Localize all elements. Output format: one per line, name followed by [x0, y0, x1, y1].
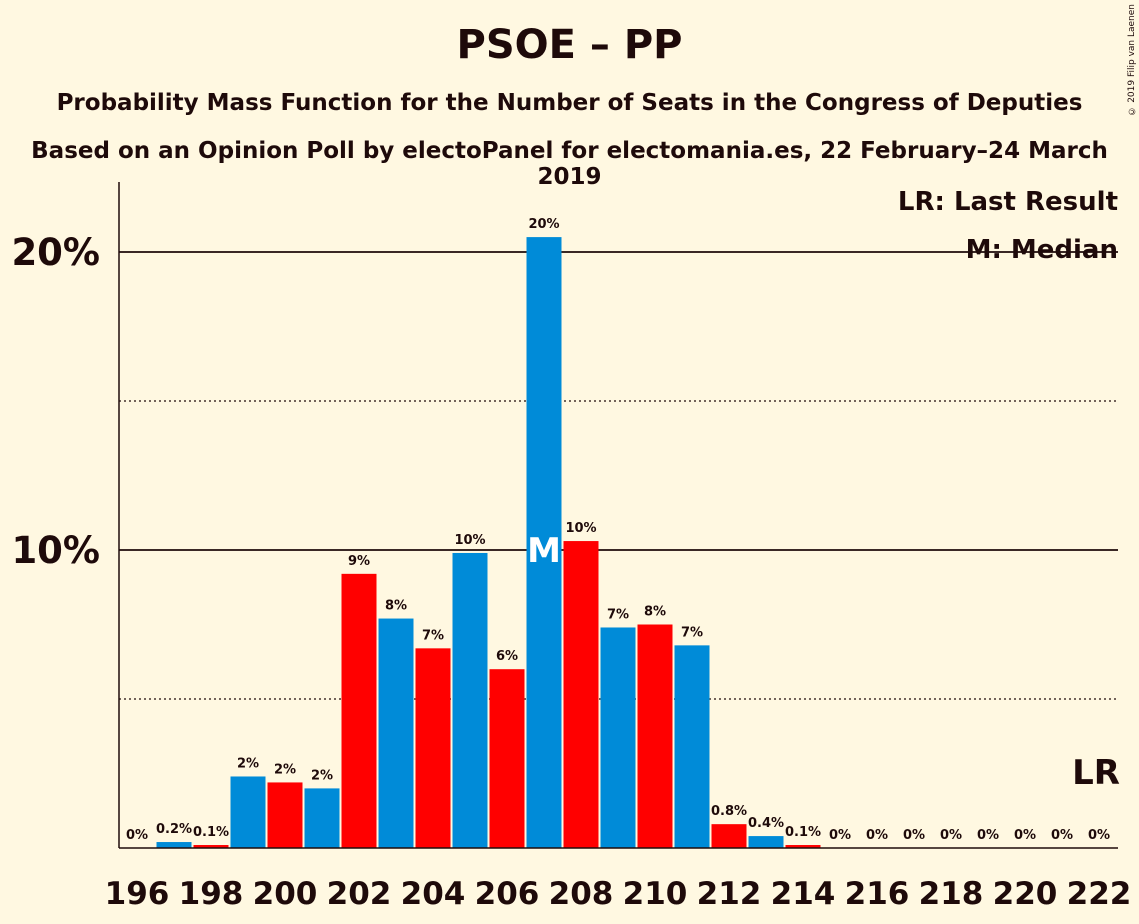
bar-label-218: 0% — [940, 828, 962, 843]
x-tick-label-206: 206 — [475, 876, 540, 912]
bar-label-201: 2% — [311, 768, 333, 783]
bar-198 — [193, 845, 229, 848]
bar-200 — [267, 782, 303, 848]
x-tick-label-210: 210 — [623, 876, 688, 912]
bar-209 — [600, 627, 636, 848]
bars — [156, 237, 821, 849]
bar-label-213: 0.4% — [748, 816, 784, 831]
x-tick-label-214: 214 — [771, 876, 836, 912]
y-tick-label-10: 10% — [11, 529, 100, 572]
bar-label-203: 8% — [385, 599, 407, 614]
bar-label-198: 0.1% — [193, 825, 229, 840]
bar-208 — [563, 541, 599, 848]
bar-213 — [748, 836, 784, 848]
bar-label-217: 0% — [903, 828, 925, 843]
bar-label-212: 0.8% — [711, 804, 747, 819]
x-tick-label-204: 204 — [401, 876, 466, 912]
legend: LR: Last Result M: Median — [898, 187, 1118, 265]
legend-median: M: Median — [966, 235, 1118, 265]
bar-205 — [452, 552, 488, 848]
bar-label-208: 10% — [565, 521, 596, 536]
x-tick-label-222: 222 — [1067, 876, 1132, 912]
bar-labels: 0% 0.2% 0.1%2% 2% 2%9%8%7%10%6%20%10%7% 8%7%0… — [126, 217, 1120, 843]
bar-label-202: 9% — [348, 554, 370, 569]
bar-label-204: 7% — [422, 628, 444, 643]
bar-202 — [341, 573, 377, 848]
bar-203 — [378, 618, 414, 848]
bar-214 — [785, 845, 821, 848]
x-tick-label-216: 216 — [845, 876, 910, 912]
bar-201 — [304, 788, 340, 848]
bar-199 — [230, 776, 266, 848]
bar-212 — [711, 824, 747, 848]
x-tick-label-208: 208 — [549, 876, 614, 912]
bar-207 — [526, 237, 562, 849]
bar-label-206: 6% — [496, 649, 518, 664]
last-result-marker: LR — [1072, 753, 1120, 793]
x-tick-label-220: 220 — [993, 876, 1058, 912]
chart-subtitle: Probability Mass Function for the Number… — [56, 90, 1083, 116]
x-tick-label-202: 202 — [327, 876, 392, 912]
axes — [118, 182, 1118, 849]
bar-label-207: 20% — [528, 217, 559, 232]
bar-label-196: 0% — [126, 828, 148, 843]
median-marker: M — [527, 531, 561, 571]
grid-lines — [119, 251, 1118, 700]
bar-label-199: 2% — [237, 756, 259, 771]
x-tick-label-218: 218 — [919, 876, 984, 912]
chart-source: Based on an Opinion Poll by electoPanel … — [31, 138, 1108, 190]
x-tick-label-212: 212 — [697, 876, 762, 912]
x-tick-label-200: 200 — [253, 876, 318, 912]
bar-label-211: 7% — [681, 625, 703, 640]
bar-206 — [489, 669, 525, 848]
bar-204 — [415, 648, 451, 848]
bar-label-214: 0.1% — [785, 825, 821, 840]
bar-label-221: 0% — [1051, 828, 1073, 843]
tick-labels: 196 198 200 202 204 206 208 210 212 214 216 218 220 2… — [11, 231, 1131, 912]
bar-label-205: 10% — [454, 533, 485, 548]
bar-label-197: 0.2% — [156, 822, 192, 837]
bar-label-215: 0% — [829, 828, 851, 843]
bar-210 — [637, 624, 673, 848]
bar-label-210: 8% — [644, 605, 666, 620]
bar-label-200: 2% — [274, 762, 296, 777]
bar-label-219: 0% — [977, 828, 999, 843]
bar-label-209: 7% — [607, 607, 629, 622]
bar-label-220: 0% — [1014, 828, 1036, 843]
legend-last-result: LR: Last Result — [898, 187, 1118, 217]
bar-label-222: 0% — [1088, 828, 1110, 843]
y-tick-label-20: 20% — [11, 231, 100, 274]
bar-label-216: 0% — [866, 828, 888, 843]
bar-197 — [156, 842, 192, 848]
x-tick-label-196: 196 — [105, 876, 170, 912]
x-tick-label-198: 198 — [179, 876, 244, 912]
bar-211 — [674, 645, 710, 848]
chart-title: PSOE – PP — [456, 22, 683, 68]
